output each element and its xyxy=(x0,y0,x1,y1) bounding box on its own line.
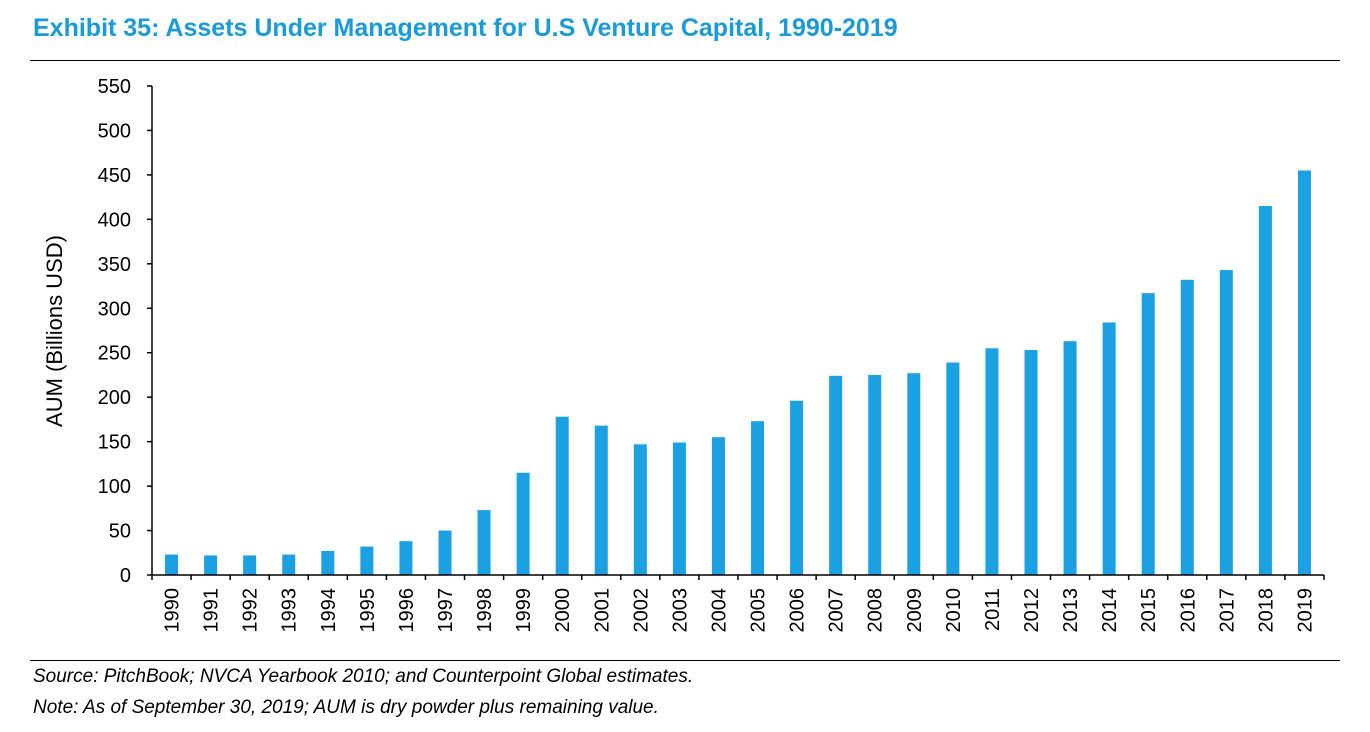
x-tick-label-1998: 1998 xyxy=(474,588,496,633)
bar-2016 xyxy=(1180,279,1194,575)
bar-2009 xyxy=(907,373,921,575)
y-tick-label: 0 xyxy=(120,565,131,587)
x-tick-label-1999: 1999 xyxy=(513,588,535,633)
y-tick-label: 350 xyxy=(98,254,131,276)
bar-chart: 0 50 100 150 200 250 300 350 400 450 500 550 1990 199… xyxy=(42,76,1325,633)
bar-2000 xyxy=(555,416,569,575)
bar-2001 xyxy=(594,425,608,575)
x-tick-label-1992: 1992 xyxy=(240,588,262,633)
x-tick-label-2010: 2010 xyxy=(943,588,965,633)
x-tick-label-2001: 2001 xyxy=(591,588,613,633)
bar-2005 xyxy=(751,421,765,575)
bars-group xyxy=(165,170,1311,575)
top-rule xyxy=(30,60,1340,61)
x-tick-label-2004: 2004 xyxy=(708,588,730,633)
bar-1997 xyxy=(438,530,452,575)
bar-2008 xyxy=(868,374,882,575)
x-tick-label-2014: 2014 xyxy=(1099,588,1121,633)
y-tick-label: 400 xyxy=(98,209,131,231)
bar-2017 xyxy=(1219,270,1233,575)
bottom-rule xyxy=(30,660,1340,661)
x-tick-label-1996: 1996 xyxy=(396,588,418,633)
bar-2015 xyxy=(1141,293,1155,575)
x-tick-label-2016: 2016 xyxy=(1177,588,1199,633)
bar-2014 xyxy=(1102,322,1116,575)
x-tick-label-2017: 2017 xyxy=(1216,588,1238,633)
y-tick-label: 250 xyxy=(98,343,131,365)
y-tick-label: 300 xyxy=(98,298,131,320)
y-tick-label: 550 xyxy=(98,76,131,98)
bar-2004 xyxy=(711,437,725,575)
y-tick-label: 450 xyxy=(98,165,131,187)
bar-2018 xyxy=(1258,206,1272,575)
y-axis-label: AUM (Billions USD) xyxy=(42,235,67,427)
x-tick-label-2000: 2000 xyxy=(552,588,574,633)
bar-1996 xyxy=(399,541,413,575)
bar-2010 xyxy=(946,362,960,575)
x-tick-label-2003: 2003 xyxy=(669,588,691,633)
x-tick-label-1993: 1993 xyxy=(279,588,301,633)
bar-1990 xyxy=(165,554,179,575)
x-tick-label-1991: 1991 xyxy=(201,588,223,633)
bar-1994 xyxy=(321,550,335,575)
bar-2012 xyxy=(1024,350,1038,575)
x-tick-label-2018: 2018 xyxy=(1255,588,1277,633)
bar-2002 xyxy=(633,444,647,575)
x-tick-label-1997: 1997 xyxy=(435,588,457,633)
x-tick-label-2015: 2015 xyxy=(1138,588,1160,633)
x-tick-label-2019: 2019 xyxy=(1294,588,1316,633)
bar-1999 xyxy=(516,472,530,575)
bar-2011 xyxy=(985,348,999,575)
bar-2003 xyxy=(672,442,686,575)
x-tick-label-2008: 2008 xyxy=(865,588,887,633)
x-tick-label-1990: 1990 xyxy=(162,588,184,633)
x-tick-label-2006: 2006 xyxy=(787,588,809,633)
x-tick-label-2013: 2013 xyxy=(1060,588,1082,633)
bar-1991 xyxy=(204,555,218,575)
bar-1993 xyxy=(282,554,296,575)
footnote: Note: As of September 30, 2019; AUM is d… xyxy=(33,697,659,718)
y-tick-label: 150 xyxy=(98,432,131,454)
x-tick-label-2007: 2007 xyxy=(826,588,848,633)
y-tick-label: 500 xyxy=(98,120,131,142)
bar-2013 xyxy=(1063,341,1077,575)
x-tick-label-2002: 2002 xyxy=(630,588,652,633)
y-tick-label: 50 xyxy=(109,521,131,543)
bar-2006 xyxy=(790,400,804,575)
y-tick-label: 100 xyxy=(98,476,131,498)
x-tick-label-1995: 1995 xyxy=(357,588,379,633)
x-tick-label-2005: 2005 xyxy=(748,588,770,633)
axes-group: 0 50 100 150 200 250 300 350 400 450 500 550 1990 199… xyxy=(98,76,1325,633)
bar-2019 xyxy=(1297,170,1311,575)
x-tick-label-2012: 2012 xyxy=(1021,588,1043,633)
x-tick-label-1994: 1994 xyxy=(318,588,340,633)
x-tick-label-2011: 2011 xyxy=(982,588,1004,631)
bar-1992 xyxy=(243,555,257,575)
bar-1995 xyxy=(360,546,374,575)
bar-2007 xyxy=(829,375,843,575)
bar-1998 xyxy=(477,510,491,575)
y-tick-label: 200 xyxy=(98,387,131,409)
x-tick-label-2009: 2009 xyxy=(904,588,926,633)
chart-title: Exhibit 35: Assets Under Management for … xyxy=(33,14,898,42)
source-note: Source: PitchBook; NVCA Yearbook 2010; a… xyxy=(33,666,694,687)
